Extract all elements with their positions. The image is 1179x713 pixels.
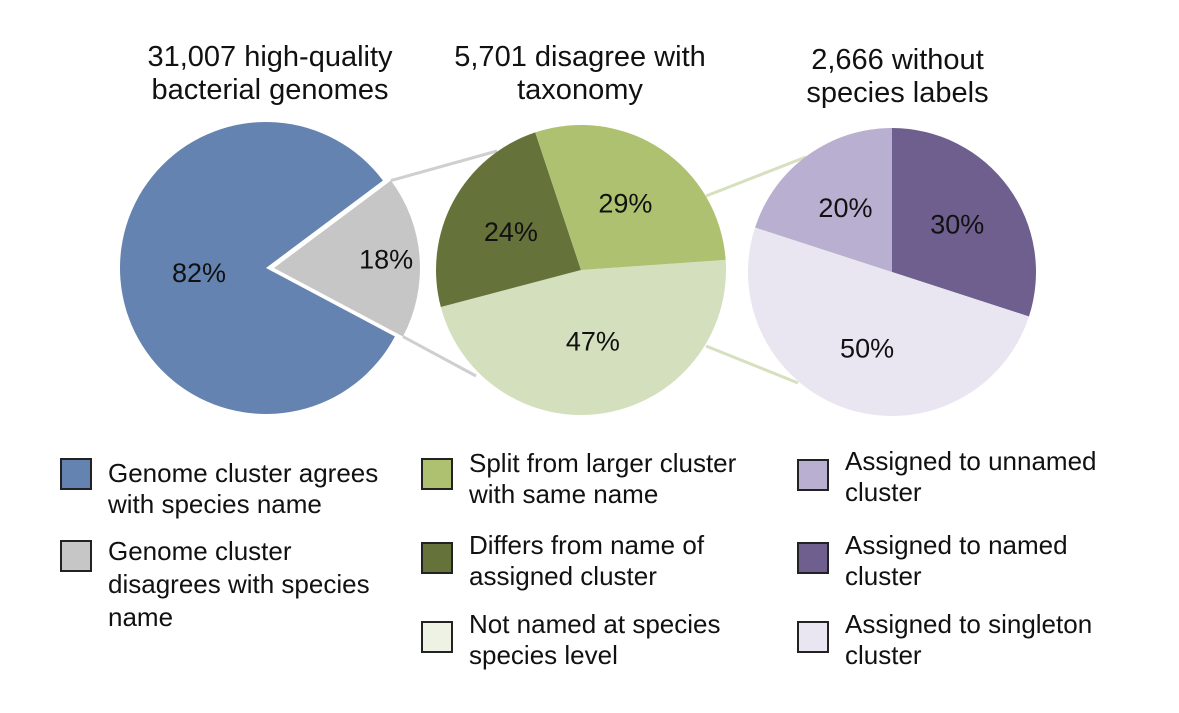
legend-swatch [797,621,829,653]
legend-swatch [421,542,453,574]
legend-item-not-named: Not named at species species level [421,609,720,671]
pie-genomes: 82% 18% [120,121,420,414]
legend-item-unnamed-cluster: Assigned to unnamed cluster [797,446,1097,508]
connector-lines [390,149,807,385]
slice-value-label: 50% [840,334,894,364]
pie-title-disagree: 5,701 disagree with taxonomy [454,41,706,106]
legend-label: Assigned to named cluster [845,530,1068,591]
pie-slice [892,128,1037,317]
legend-item-singleton-cluster: Assigned to singleton cluster [797,609,1092,671]
connector-line [705,344,799,385]
slice-value-label: 18% [359,244,413,274]
pie-slice [274,180,420,337]
connector-line [705,155,807,198]
legend-swatch [60,458,92,490]
connector-line [402,335,477,378]
pie-title-without-labels: 2,666 without species labels [806,44,989,109]
slice-value-label: 20% [818,193,872,223]
legend-swatch [421,458,453,490]
legend-item-differs: Differs from name of assigned cluster [421,530,704,592]
legend-item-named-cluster: Assigned to named cluster [797,530,1068,592]
legend-label: Differs from name of assigned cluster [469,530,705,591]
slice-value-label: 30% [930,210,984,240]
legend-item-disagrees: Genome cluster disagrees with species na… [60,535,370,634]
slice-value-label: 82% [172,258,226,288]
pie-slice [535,124,726,270]
pie-slice [120,121,395,414]
legend-swatch [60,540,92,572]
legend-swatch [797,459,829,491]
pie-without-labels: 30% 50% 20% [748,128,1037,416]
slice-value-label: 24% [484,217,538,247]
legend-label: Split from larger cluster with same name [469,448,737,509]
slice-value-label: 29% [598,189,652,219]
legend-label: Assigned to unnamed cluster [845,446,1097,507]
pie-slice [440,259,726,416]
legend-label: Not named at species species level [469,609,721,670]
slice-value-label: 47% [566,327,620,357]
pie-slice [755,128,892,272]
pie-disagree: 47% 24% 29% [435,124,726,416]
legend-item-agrees: Genome cluster agrees with species name [60,458,378,520]
legend-label: Assigned to singleton cluster [845,609,1093,670]
pie-slice [748,227,1029,416]
legend-swatch [797,542,829,574]
legend-item-split: Split from larger cluster with same name [421,448,736,510]
legend-swatch [421,621,453,653]
legend-label: Genome cluster disagrees with species na… [108,536,370,632]
pie-title-genomes: 31,007 high-quality bacterial genomes [147,41,393,106]
pie-slice [435,132,581,308]
legend-label: Genome cluster agrees with species name [108,458,379,519]
connector-line [390,149,498,182]
